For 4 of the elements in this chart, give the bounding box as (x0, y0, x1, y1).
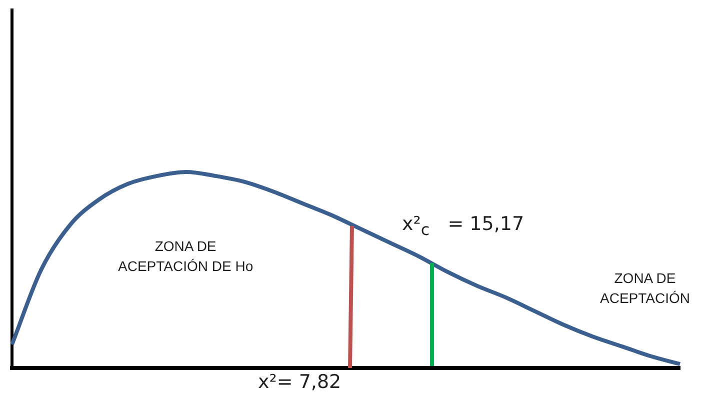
annotation: x²$_{c}$ = 15,17 (402, 213, 524, 240)
annotation: ZONA DE ACEPTACIÓN DE Ho (118, 237, 254, 276)
text: x²= 7,82 (258, 371, 342, 393)
annotation: ZONA DE ACEPTACIÓN (600, 269, 690, 308)
